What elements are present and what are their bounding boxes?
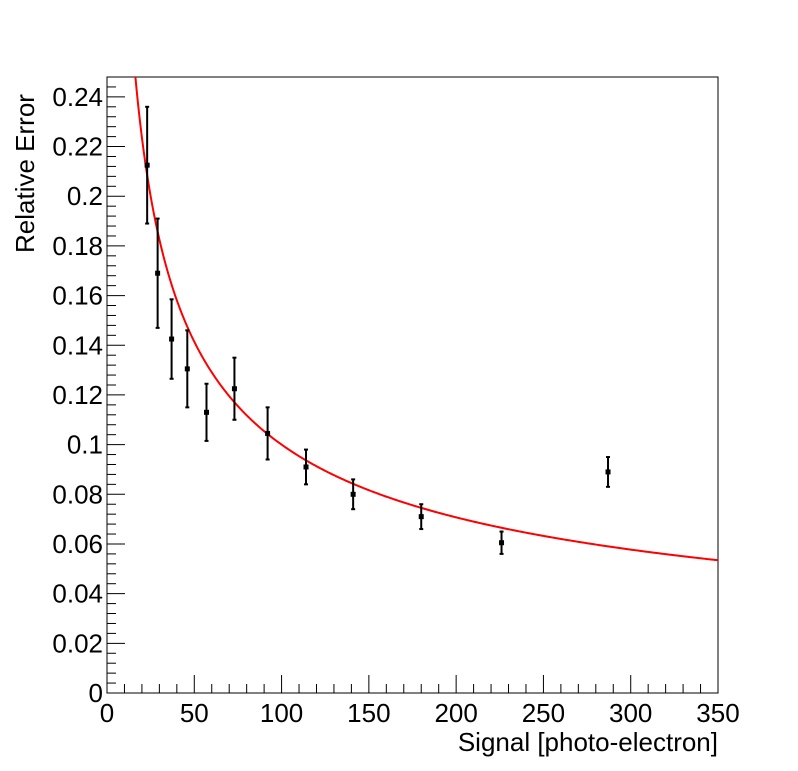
x-tick-label: 350 [696, 698, 739, 728]
y-tick-label: 0.16 [52, 281, 103, 311]
y-tick-label: 0.06 [52, 529, 103, 559]
y-tick-label: 0.12 [52, 380, 103, 410]
point-marker [169, 336, 175, 342]
x-tick-label: 200 [434, 698, 477, 728]
x-tick-label: 0 [100, 698, 114, 728]
y-tick-label: 0.22 [52, 132, 103, 162]
x-tick-label: 150 [347, 698, 390, 728]
x-tick-label: 100 [260, 698, 303, 728]
x-axis-title: Signal [photo-electron] [458, 727, 718, 757]
point-marker [155, 270, 161, 276]
y-tick-label: 0.04 [52, 579, 103, 609]
point-marker [204, 409, 210, 415]
point-marker [499, 540, 505, 546]
point-marker [605, 469, 611, 475]
data-point [265, 406, 271, 461]
axis-ticks [106, 76, 719, 694]
data-point [418, 503, 424, 531]
data-point [144, 105, 150, 225]
data-point [350, 478, 356, 511]
fit-curve [134, 77, 718, 562]
y-tick-label: 0.02 [52, 628, 103, 658]
y-tick-label: 0.1 [67, 430, 103, 460]
data-point [303, 448, 309, 486]
data-point [184, 329, 190, 409]
point-marker [231, 386, 237, 392]
y-tick-label: 0.24 [52, 82, 103, 112]
x-tick-label: 250 [522, 698, 565, 728]
x-tick-label: 300 [609, 698, 652, 728]
y-tick-label: 0.14 [52, 330, 103, 360]
plot-frame [106, 76, 719, 694]
y-tick-label: 0.2 [67, 181, 103, 211]
y-tick-label: 0.18 [52, 231, 103, 261]
y-tick-label: 0.08 [52, 479, 103, 509]
y-tick-labels: 0 0.02 0.04 0.06 0.08 0.1 0.12 0.14 0.16 0.18 0.2 0… [52, 82, 103, 708]
data-points [144, 105, 611, 555]
data-point [155, 217, 161, 329]
point-marker [303, 464, 309, 470]
point-marker [265, 430, 271, 436]
data-point [204, 382, 210, 442]
point-marker [350, 491, 356, 497]
data-point [605, 456, 611, 488]
point-marker [184, 366, 190, 372]
point-marker [144, 162, 150, 168]
x-tick-label: 50 [180, 698, 209, 728]
data-point [231, 356, 237, 421]
point-marker [418, 514, 424, 520]
y-axis-title: Relative Error [10, 94, 40, 253]
y-tick-label: 0 [89, 678, 103, 708]
x-tick-labels: 0 50 100 150 200 250 300 350 [100, 698, 740, 728]
data-point [499, 530, 505, 555]
data-point [169, 298, 175, 380]
